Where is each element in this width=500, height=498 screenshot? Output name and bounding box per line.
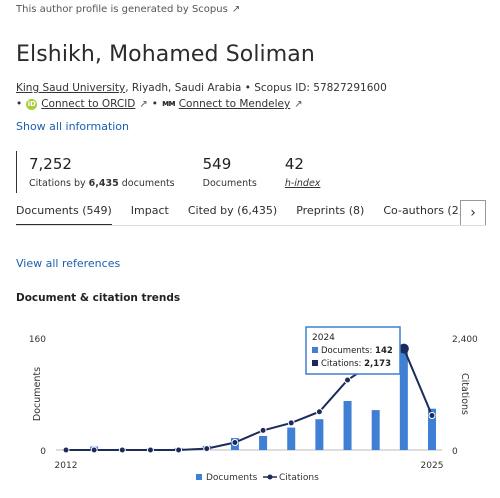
chevron-right-icon: ›: [470, 205, 476, 221]
view-all-references-link[interactable]: View all references: [16, 257, 121, 270]
x-tick-label: 2025: [421, 461, 444, 471]
separator-dot: •: [16, 98, 23, 110]
profile-links: • iD Connect to ORCID ↗ • ᴍᴍ Connect to …: [16, 98, 303, 110]
external-link-icon: ↗: [294, 98, 303, 110]
author-name: Elshikh, Mohamed Soliman: [16, 42, 315, 67]
legend-citations: Citations: [279, 473, 319, 483]
profile-tabs: Documents (549) Impact Cited by (6,435) …: [16, 200, 486, 226]
documents-bar: [287, 427, 296, 450]
metrics-panel: 7,252 Citations by 6,435 documents 549 D…: [16, 151, 336, 193]
citations-point: [398, 343, 409, 354]
tab-cited-by[interactable]: Cited by (6,435): [187, 204, 278, 217]
trends-chart: 0 160 0 2,400 Documents Citations 2012 2025 2024…: [29, 326, 478, 483]
tooltip-citations-swatch: [312, 360, 318, 366]
metric-citations[interactable]: 7,252 Citations by 6,435 documents: [17, 151, 175, 193]
citations-point: [175, 446, 183, 454]
metric-documents[interactable]: 549 Documents: [191, 151, 257, 193]
profile-notice: This author profile is generated by Scop…: [16, 4, 240, 15]
external-link-icon[interactable]: ↗: [231, 4, 241, 15]
citations-point: [118, 446, 126, 454]
citations-label: Citations by 6,435 documents: [29, 178, 175, 189]
orcid-icon: iD: [26, 98, 38, 110]
citations-point: [62, 446, 70, 454]
y2-axis-label: Citations: [459, 373, 470, 415]
x-tick-label: 2012: [55, 461, 78, 471]
documents-bar: [428, 408, 436, 450]
separator-dot: •: [151, 98, 158, 110]
connect-orcid-link[interactable]: Connect to ORCID: [41, 98, 136, 110]
documents-count: 549: [202, 155, 232, 173]
trends-title: Document & citation trends: [16, 292, 181, 304]
citations-point: [287, 419, 295, 427]
external-link-icon: ↗: [139, 98, 148, 110]
tooltip-documents-swatch: [312, 347, 318, 353]
citations-point: [344, 376, 352, 384]
y-axis-label: Documents: [32, 367, 43, 421]
citations-point: [231, 439, 239, 447]
metric-h-index[interactable]: 42 h-index: [273, 151, 321, 193]
location-text: , Riyadh, Saudi Arabia: [125, 82, 242, 94]
tooltip-year: 2024: [312, 333, 335, 343]
show-all-information-link[interactable]: Show all information: [16, 120, 130, 133]
legend-citations-marker: [267, 474, 273, 480]
y2-tick-label: 2,400: [452, 335, 478, 345]
tab-preprints[interactable]: Preprints (8): [296, 204, 365, 217]
citations-point: [259, 426, 267, 434]
citations-point: [315, 408, 323, 416]
tabs-next-button[interactable]: ›: [460, 200, 486, 225]
h-index-label[interactable]: h-index: [284, 178, 321, 189]
citations-point: [428, 411, 436, 419]
documents-bar: [315, 419, 324, 450]
mendeley-icon: ᴍᴍ: [161, 99, 176, 109]
tooltip-citations: Citations: 2,173: [321, 359, 391, 369]
connect-mendeley-link[interactable]: Connect to Mendeley: [178, 98, 291, 110]
tab-documents[interactable]: Documents (549): [16, 200, 112, 225]
y2-tick-label: 0: [452, 447, 458, 457]
citations-point: [146, 446, 154, 454]
tooltip-documents: Documents: 142: [321, 346, 393, 356]
citations-point: [203, 445, 211, 453]
tab-impact[interactable]: Impact: [130, 204, 169, 217]
documents-bar: [371, 410, 380, 450]
documents-bar: [259, 436, 268, 450]
y-tick-label: 0: [40, 447, 46, 457]
affiliation-line: King Saud University, Riyadh, Saudi Arab…: [16, 82, 387, 94]
documents-bar: [399, 350, 408, 450]
citations-point: [90, 446, 98, 454]
documents-label: Documents: [202, 178, 257, 189]
scopus-id: Scopus ID: 57827291600: [254, 82, 387, 94]
legend-documents: Documents: [206, 473, 258, 483]
separator-dot: •: [244, 82, 255, 94]
citations-count: 7,252: [29, 155, 72, 173]
chart-tooltip: [305, 326, 401, 375]
h-index-value: 42: [284, 155, 304, 173]
legend-documents-swatch: [196, 474, 202, 480]
university-link[interactable]: King Saud University: [16, 82, 126, 94]
documents-bar: [343, 401, 352, 450]
y-tick-label: 160: [29, 335, 46, 345]
profile-notice-text: This author profile is generated by Scop…: [16, 4, 228, 15]
